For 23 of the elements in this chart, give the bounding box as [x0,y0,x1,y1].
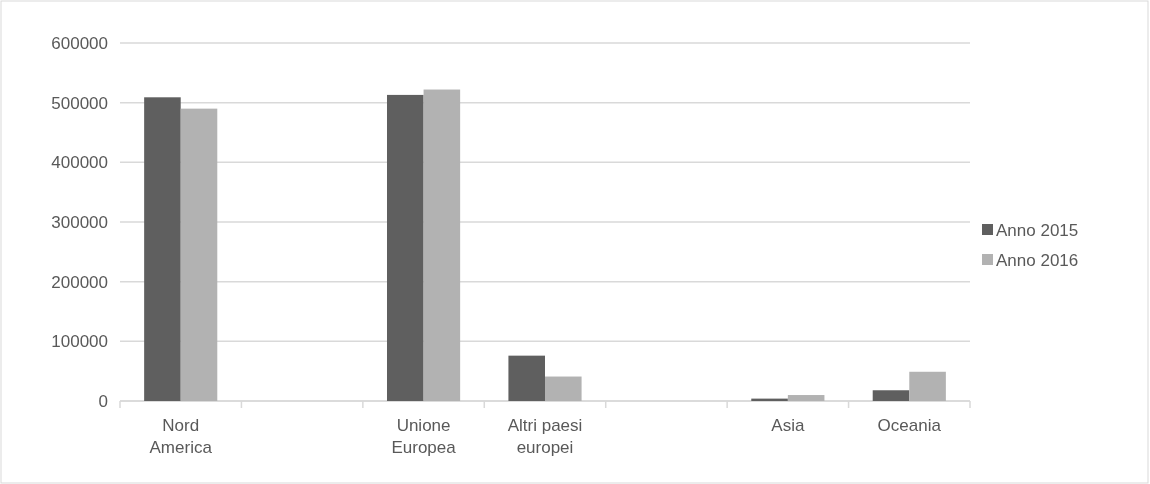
bar [180,108,218,401]
bar [508,355,545,401]
x-tick-label: Asia [771,416,805,435]
x-tick-label: Unione Europea [391,416,457,457]
bar [787,395,825,401]
y-tick-label: 600000 [51,33,108,53]
y-tick-label: 400000 [51,153,108,173]
y-tick-label: 500000 [51,93,108,113]
bar [144,97,181,401]
x-tick-label: Oceania [877,416,942,435]
y-tick-label: 100000 [51,332,108,352]
y-tick-label: 200000 [51,272,108,292]
bar [423,89,461,401]
bar [872,390,910,401]
bar [545,376,582,401]
bar [909,371,946,401]
y-tick-label: 300000 [51,212,108,232]
x-tick-label: Nord America [149,416,213,457]
legend-label: Anno 2016 [996,251,1079,270]
x-tick-label: Altri paesi europei [507,416,583,457]
y-tick-label: 0 [98,391,108,411]
bar [387,94,424,401]
legend-label: Anno 2015 [996,221,1079,240]
